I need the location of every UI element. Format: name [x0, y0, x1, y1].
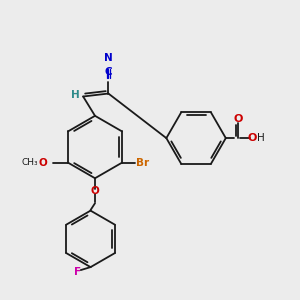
Text: O: O	[234, 114, 243, 124]
Text: O: O	[248, 133, 257, 143]
Text: H: H	[71, 90, 80, 100]
Text: Br: Br	[136, 158, 149, 168]
Text: CH₃: CH₃	[22, 158, 39, 167]
Text: F: F	[74, 267, 81, 277]
Text: N: N	[104, 53, 113, 63]
Text: O: O	[39, 158, 48, 168]
Text: H: H	[257, 133, 265, 143]
Text: C: C	[105, 67, 112, 77]
Text: O: O	[91, 186, 99, 196]
